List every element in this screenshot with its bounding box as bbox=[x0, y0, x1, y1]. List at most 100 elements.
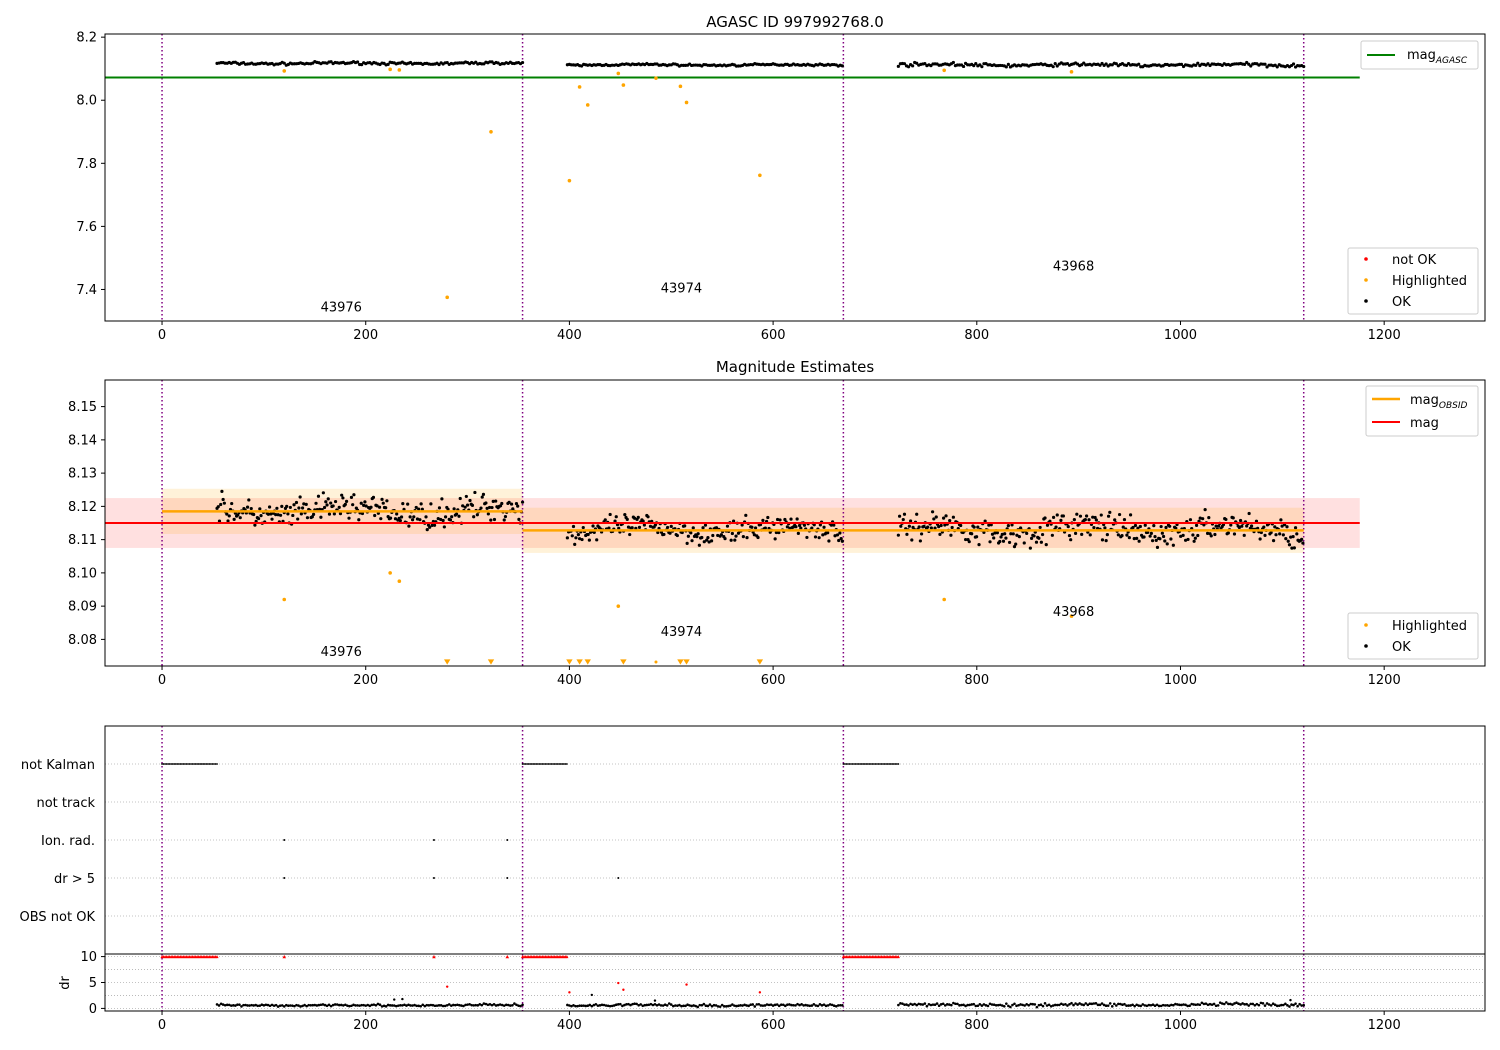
ok-point bbox=[282, 1005, 286, 1008]
ok-point bbox=[581, 525, 585, 530]
ok-point bbox=[1253, 1003, 1257, 1007]
ok-point bbox=[1137, 62, 1141, 66]
ok-point bbox=[822, 1003, 826, 1006]
ok-point bbox=[411, 1004, 414, 1007]
ok-point bbox=[1227, 1002, 1230, 1006]
ok-point bbox=[1218, 1001, 1222, 1004]
ok-point bbox=[399, 515, 404, 519]
ok-point bbox=[305, 1004, 308, 1008]
ok-point bbox=[378, 1003, 382, 1007]
ok-point bbox=[259, 514, 263, 518]
ok-point bbox=[226, 519, 230, 523]
ok-point bbox=[1237, 1002, 1240, 1006]
ok-point bbox=[433, 1004, 437, 1008]
ok-point bbox=[329, 501, 333, 505]
ok-point bbox=[902, 512, 907, 516]
flag-point bbox=[171, 763, 174, 765]
ok-point bbox=[998, 539, 1002, 544]
ok-point bbox=[303, 1003, 306, 1007]
ok-point bbox=[1182, 1003, 1185, 1006]
ok-point bbox=[781, 1003, 785, 1007]
ok-point bbox=[700, 1003, 704, 1007]
flag-point bbox=[196, 763, 199, 765]
ok-point bbox=[316, 494, 321, 498]
ok-point bbox=[1143, 1004, 1147, 1007]
x-tick-label: 400 bbox=[557, 328, 582, 343]
ok-point bbox=[974, 1004, 978, 1008]
ok-point bbox=[834, 1005, 838, 1008]
ok-point bbox=[685, 541, 689, 545]
ok-point bbox=[1271, 1002, 1275, 1006]
ok-point bbox=[1053, 62, 1057, 66]
ok-point bbox=[790, 1003, 793, 1007]
flag-point bbox=[506, 877, 509, 879]
ok-point bbox=[1120, 533, 1124, 538]
flag-point bbox=[190, 763, 192, 765]
ok-point bbox=[1158, 537, 1162, 541]
ok-point bbox=[502, 518, 506, 522]
ok-point bbox=[276, 1005, 280, 1008]
ok-point bbox=[574, 536, 578, 540]
ok-point bbox=[258, 507, 262, 511]
flag-point bbox=[882, 763, 884, 765]
ok-point bbox=[1148, 534, 1152, 538]
mag-estimates-panel: Magnitude Estimates 0 200 400 600 800 1000 120… bbox=[68, 358, 1486, 688]
flag-point bbox=[874, 763, 877, 765]
ok-point bbox=[1108, 510, 1112, 514]
x-tick-label: 800 bbox=[964, 328, 989, 343]
ok-point bbox=[403, 1003, 406, 1007]
ok-point bbox=[294, 500, 299, 505]
ok-point bbox=[475, 513, 479, 517]
flag-point bbox=[283, 839, 286, 841]
ok-point bbox=[1084, 514, 1089, 518]
x-tick-label: 1200 bbox=[1368, 328, 1401, 343]
ok-point bbox=[464, 494, 468, 499]
ok-point bbox=[227, 514, 231, 518]
flag-point bbox=[194, 763, 197, 765]
ok-point bbox=[1010, 523, 1014, 527]
legend-label-sub: OBSID bbox=[1439, 401, 1468, 411]
ok-point bbox=[296, 517, 300, 521]
ok-point bbox=[1125, 1004, 1128, 1007]
ok-point bbox=[682, 1004, 685, 1008]
ok-point bbox=[1165, 1003, 1169, 1007]
ok-point bbox=[1116, 533, 1120, 537]
ok-point bbox=[488, 1003, 492, 1006]
ok-point bbox=[1007, 540, 1012, 545]
ok-point bbox=[1129, 1004, 1132, 1007]
ok-point bbox=[260, 1003, 264, 1007]
ok-point bbox=[827, 539, 831, 543]
ok-point bbox=[675, 533, 679, 538]
ok-point bbox=[1273, 1003, 1277, 1007]
flag-point bbox=[889, 763, 892, 765]
ok-point bbox=[826, 1004, 830, 1007]
ok-point bbox=[1170, 1003, 1173, 1007]
ok-point bbox=[219, 1002, 223, 1006]
ok-point bbox=[775, 1003, 779, 1006]
ok-point bbox=[485, 506, 489, 510]
ok-point bbox=[733, 538, 737, 542]
agasc-obs-label: 43976 43974 43968 bbox=[321, 260, 1095, 316]
ok-point bbox=[458, 496, 462, 501]
ok-point bbox=[519, 1004, 522, 1008]
ok-point bbox=[714, 1004, 718, 1007]
ok-point bbox=[747, 1004, 750, 1008]
ok-point bbox=[1280, 524, 1284, 528]
ok-point bbox=[230, 501, 234, 506]
ok-point bbox=[1112, 1002, 1116, 1006]
flag-point bbox=[555, 763, 558, 765]
ok-point bbox=[1197, 519, 1201, 523]
ok-point bbox=[753, 1005, 757, 1008]
ok-point bbox=[725, 524, 730, 528]
x-tick-label: 400 bbox=[557, 1018, 582, 1033]
ok-point bbox=[454, 1003, 457, 1007]
ok-point bbox=[343, 502, 347, 507]
ok-point bbox=[1131, 1003, 1134, 1007]
ok-point bbox=[1059, 518, 1063, 522]
ok-point bbox=[656, 530, 660, 535]
ok-point bbox=[1076, 1003, 1079, 1006]
ok-point bbox=[663, 1003, 667, 1007]
ok-point bbox=[636, 515, 640, 519]
ok-point bbox=[370, 1003, 374, 1007]
ok-point bbox=[822, 525, 826, 529]
